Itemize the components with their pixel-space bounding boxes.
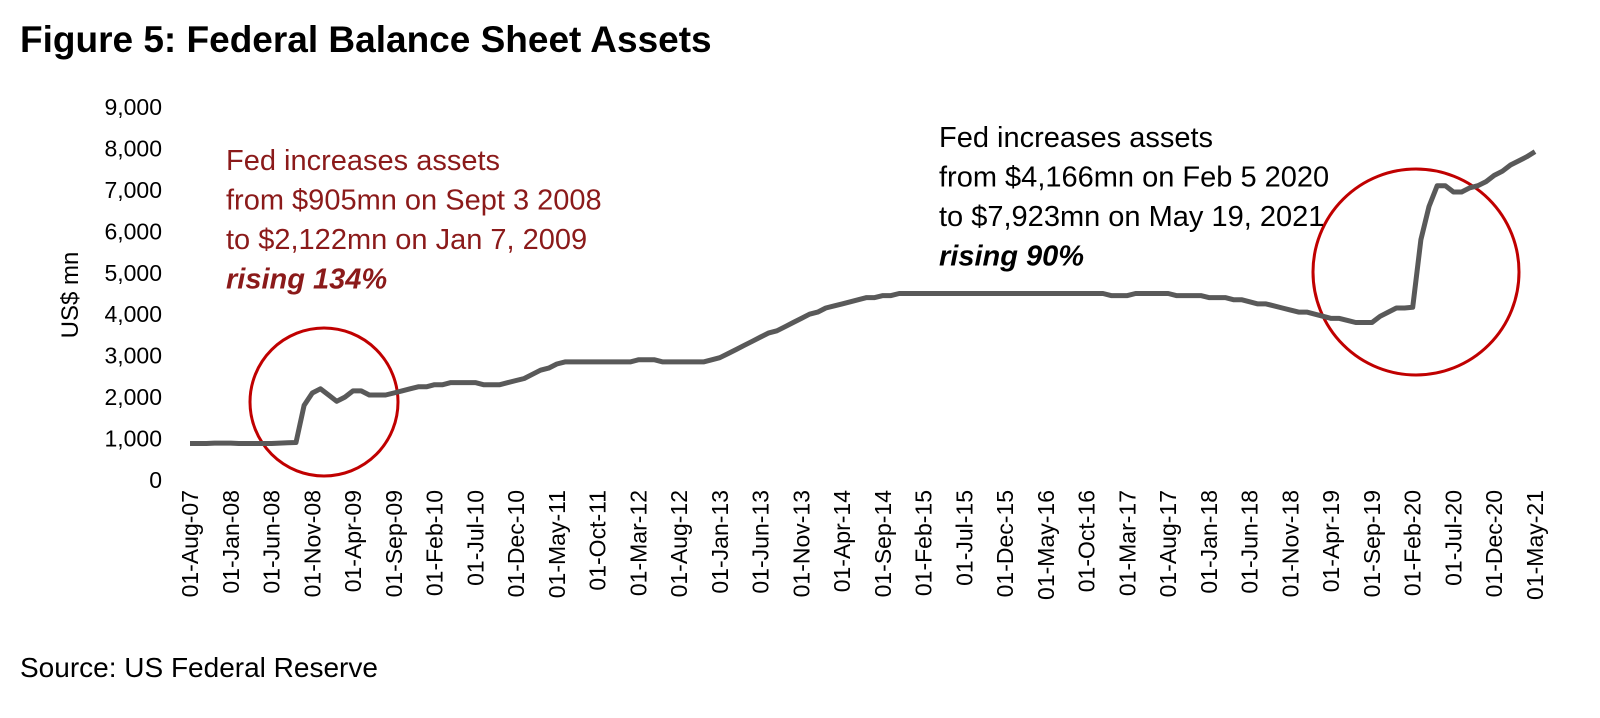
x-tick-label: 01-Oct-11	[585, 490, 611, 591]
y-axis-label: US$ mn	[57, 252, 84, 339]
x-tick-label: 01-Sep-19	[1359, 490, 1385, 597]
y-tick-label: 4,000	[104, 301, 162, 327]
y-tick-label: 1,000	[104, 426, 162, 452]
highlight-circle	[1311, 167, 1521, 377]
y-tick-label: 6,000	[104, 218, 162, 244]
x-tick-label: 01-Aug-07	[177, 490, 203, 597]
x-tick-label: 01-Nov-08	[299, 490, 325, 597]
x-tick-label: 01-Dec-15	[992, 490, 1018, 597]
x-tick-label: 01-Jul-10	[462, 490, 488, 586]
source: Source: US Federal Reserve	[20, 652, 378, 683]
x-tick-label: 01-Sep-14	[870, 490, 896, 598]
x-tick-label: 01-Nov-18	[1277, 490, 1303, 597]
y-tick-label: 9,000	[104, 94, 162, 120]
x-tick-label: 01-Jun-18	[1237, 490, 1263, 594]
x-tick-label: 01-Mar-12	[625, 490, 651, 596]
y-tick-label: 3,000	[104, 343, 162, 369]
x-tick-label: 01-Apr-14	[829, 490, 855, 592]
x-tick-label: 01-May-16	[1033, 490, 1059, 600]
x-tick-label: 01-Apr-19	[1318, 490, 1344, 592]
x-tick-label: 01-Aug-12	[666, 490, 692, 597]
x-tick-label: 01-Feb-20	[1400, 490, 1426, 596]
x-tick-label: 01-Feb-15	[911, 490, 937, 596]
y-tick-label: 5,000	[104, 260, 162, 286]
y-tick-label: 8,000	[104, 135, 162, 161]
x-tick-label: 01-Apr-09	[340, 490, 366, 592]
annotation: Fed increases assets	[939, 122, 1213, 154]
y-tick-label: 2,000	[104, 384, 162, 410]
annotation: to $7,923mn on May 19, 2021	[939, 201, 1324, 233]
annotation: from $4,166mn on Feb 5 2020	[939, 162, 1329, 194]
x-tick-label: 01-Jun-08	[259, 490, 285, 594]
x-tick-label: 01-Aug-17	[1155, 490, 1181, 597]
line	[190, 149, 1537, 446]
annotation: rising 134%	[226, 264, 387, 296]
x-tick-label: 01-Sep-09	[381, 490, 407, 597]
x-tick-label: 01-Feb-10	[422, 490, 448, 596]
annotation: to $2,122mn on Jan 7, 2009	[226, 224, 587, 256]
x-tick-label: 01-May-11	[544, 490, 570, 598]
x-tick-label: 01-Jan-08	[218, 490, 244, 594]
x-tick-label: 01-Nov-13	[788, 490, 814, 597]
x-tick-label: 01-Jan-18	[1196, 490, 1222, 594]
y-tick-label: 0	[149, 467, 162, 493]
x-tick-label: 01-Jan-13	[707, 490, 733, 594]
annotation: from $905mn on Sept 3 2008	[226, 185, 602, 217]
x-tick-label: 01-Dec-20	[1481, 490, 1507, 597]
y-tick-label: 7,000	[104, 177, 162, 203]
highlight-circle	[248, 326, 400, 478]
x-tick-label: 01-Jul-20	[1440, 490, 1466, 586]
annotation: rising 90%	[939, 241, 1084, 273]
x-tick-label: 01-May-21	[1522, 490, 1548, 600]
x-tick-label: 01-Jul-15	[951, 490, 977, 586]
annotation: Fed increases assets	[226, 145, 500, 177]
x-tick-label: 01-Oct-16	[1074, 490, 1100, 592]
x-tick-label: 01-Jun-13	[748, 490, 774, 594]
x-tick-label: 01-Mar-17	[1114, 490, 1140, 596]
chart-title: Figure 5: Federal Balance Sheet Assets	[20, 19, 712, 60]
x-tick-label: 01-Dec-10	[503, 490, 529, 597]
